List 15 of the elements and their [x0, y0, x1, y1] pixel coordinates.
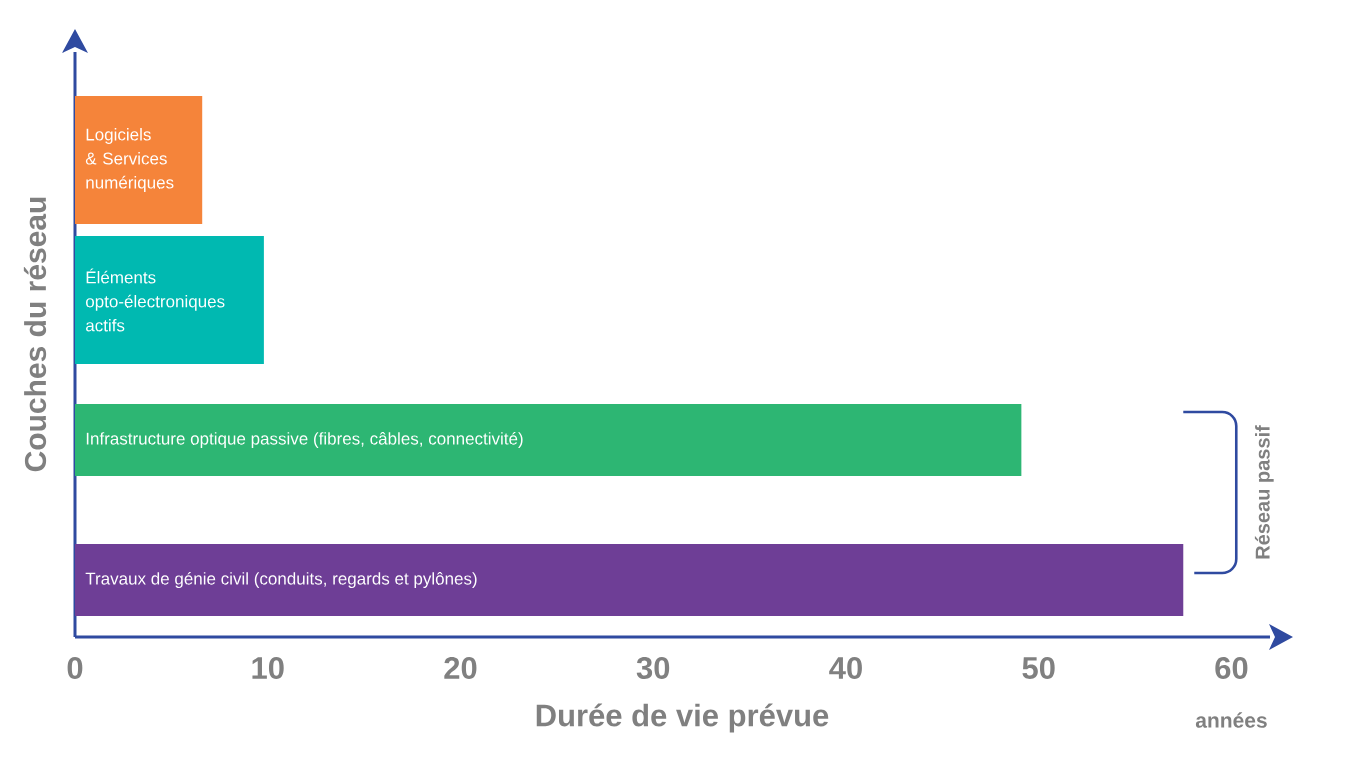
x-tick-label: 40 — [829, 657, 862, 679]
y-tick-label: Infrastructure optique passive (fibres, câbles, connectivité) — [86, 431, 523, 449]
x-tick-label: 20 — [444, 657, 477, 679]
x-tick-label: 30 — [636, 657, 670, 679]
x-tick-label: 10 — [252, 657, 284, 679]
y-tick-label: Travaux de génie civil (conduits, regards et pylônes) — [85, 571, 477, 589]
annotation: Réseau passif — [1254, 425, 1274, 559]
x-tick-label: 60 — [1215, 657, 1248, 679]
y-tick-label: Éléments opto-électroniques actifs — [85, 268, 225, 332]
x-axis-title: Durée de vie prévue — [536, 703, 829, 733]
x-tick-label: 0 — [67, 657, 83, 679]
y-axis-title: Couches du réseau — [23, 197, 47, 472]
y-tick-label: Logiciels & Services numériques — [85, 128, 174, 192]
x-tick-label: 50 — [1022, 657, 1055, 679]
text: années — [1195, 712, 1267, 728]
